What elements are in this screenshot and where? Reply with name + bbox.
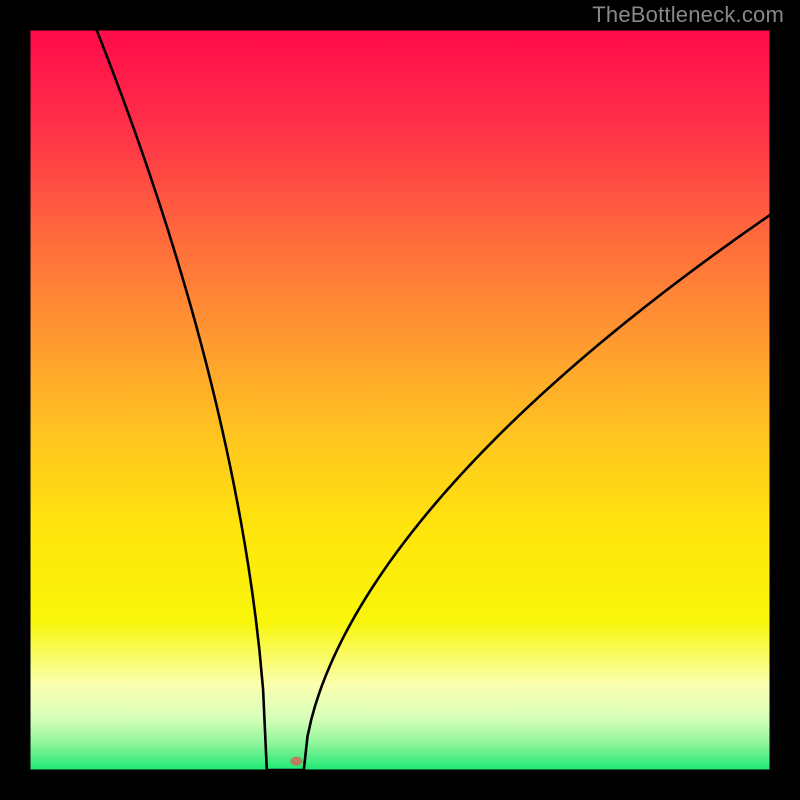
bottleneck-chart	[0, 0, 800, 800]
chart-gradient-background	[30, 30, 770, 770]
watermark-text: TheBottleneck.com	[592, 2, 784, 28]
target-marker	[290, 757, 302, 766]
chart-stage: TheBottleneck.com	[0, 0, 800, 800]
